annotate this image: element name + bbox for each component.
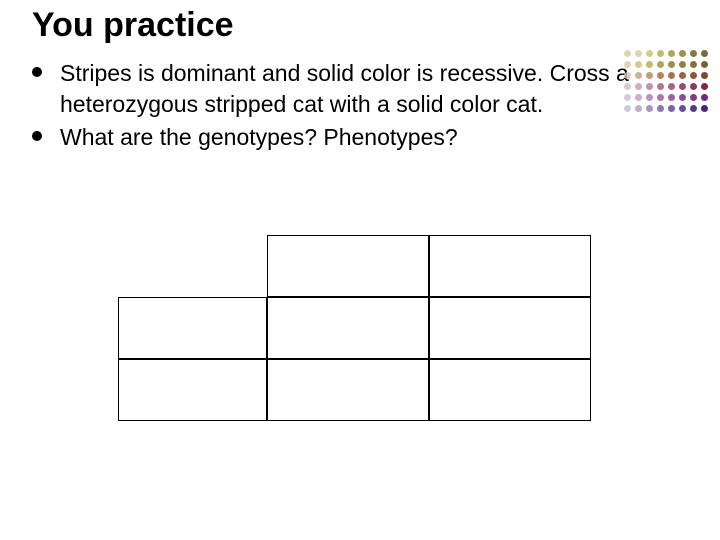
punnett-row xyxy=(118,359,591,421)
punnett-cell xyxy=(267,359,429,421)
punnett-cell xyxy=(118,359,267,421)
punnett-cell xyxy=(267,297,429,359)
decorative-dots xyxy=(624,50,708,112)
bullet-text: What are the genotypes? Phenotypes? xyxy=(60,122,458,153)
punnett-row xyxy=(118,235,591,297)
slide-title: You practice xyxy=(32,6,234,45)
punnett-cell-empty xyxy=(118,235,267,297)
punnett-cell xyxy=(267,235,429,297)
bullet-item: What are the genotypes? Phenotypes? xyxy=(32,122,672,153)
bullet-dot-icon xyxy=(32,131,42,141)
punnett-row xyxy=(118,297,591,359)
bullet-item: Stripes is dominant and solid color is r… xyxy=(32,58,672,120)
bullet-dot-icon xyxy=(32,67,42,77)
punnett-square xyxy=(118,235,591,421)
punnett-cell xyxy=(429,359,591,421)
punnett-cell xyxy=(429,297,591,359)
punnett-cell xyxy=(429,235,591,297)
bullet-text: Stripes is dominant and solid color is r… xyxy=(60,58,672,120)
bullet-list: Stripes is dominant and solid color is r… xyxy=(32,58,672,155)
punnett-cell xyxy=(118,297,267,359)
